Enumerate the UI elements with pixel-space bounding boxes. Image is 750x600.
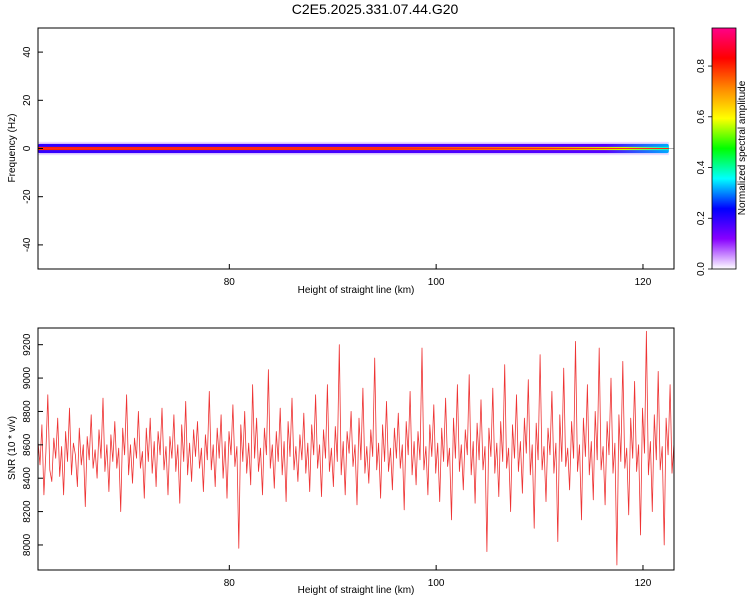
spectrogram-y-tick-label: -40 [22, 237, 33, 252]
colorbar-ticks: 0.0 0.2 0.4 0.6 0.8 [696, 59, 712, 276]
snr-x-tick-label: 100 [428, 578, 445, 589]
snr-x-label: Height of straight line (km) [298, 585, 415, 596]
snr-y-tick-label: 9200 [22, 333, 33, 356]
snr-y-tick-label: 8800 [22, 400, 33, 423]
spectrogram-x-tick-label: 120 [635, 277, 652, 288]
colorbar-tick-label: 0.8 [696, 59, 707, 73]
snr-plot-area [38, 328, 674, 570]
snr-y-tick-label: 8400 [22, 467, 33, 490]
snr-y-ticks: 8000 8200 8400 8600 8800 9000 9200 [22, 333, 43, 556]
snr-series-line [37, 330, 675, 566]
spectrogram-y-label: Frequency (Hz) [7, 114, 18, 183]
spectrogram-y-tick-label: 0 [22, 145, 33, 151]
snr-y-tick-label: 8600 [22, 433, 33, 456]
spectrogram-x-tick-label: 80 [224, 277, 236, 288]
colorbar-tick-label: 0.2 [696, 211, 707, 225]
spectrogram-x-tick-label: 100 [428, 277, 445, 288]
spectrogram-y-ticks: 40 20 0 -20 -40 [22, 46, 43, 252]
snr-y-tick-label: 8000 [22, 533, 33, 556]
chart-title: C2E5.2025.331.07.44.G20 [292, 1, 459, 17]
colorbar-tick-label: 0.6 [696, 109, 707, 123]
spectrogram-x-ticks: 80 100 120 [224, 264, 652, 288]
colorbar-label: Normalized spectral amplitude [737, 80, 748, 215]
spectrogram-x-label: Height of straight line (km) [298, 285, 415, 296]
spectrogram-panel: 40 20 0 -20 -40 80 100 120 Height of straight … [7, 27, 675, 296]
spectrogram-y-tick-label: 40 [22, 46, 33, 58]
colorbar: 0.0 0.2 0.4 0.6 0.8 Normalized spectral ampl… [696, 27, 748, 276]
snr-panel: 8000 8200 8400 8600 8800 9000 9200 80 100 120 He… [7, 327, 675, 596]
colorbar-tick-label: 0.0 [696, 262, 707, 276]
snr-y-tick-label: 9000 [22, 367, 33, 390]
snr-x-tick-label: 80 [224, 578, 236, 589]
spectrogram-band [38, 141, 674, 156]
snr-x-tick-label: 120 [635, 578, 652, 589]
snr-y-label: SNR (10 * v/v) [7, 416, 18, 480]
spectrogram-y-tick-label: -20 [22, 189, 33, 204]
snr-x-ticks: 80 100 120 [224, 565, 652, 589]
snr-y-tick-label: 8200 [22, 500, 33, 523]
snr-frame [37, 327, 675, 571]
colorbar-gradient [711, 27, 737, 270]
spectrogram-y-tick-label: 20 [22, 94, 33, 106]
colorbar-tick-label: 0.4 [696, 160, 707, 174]
